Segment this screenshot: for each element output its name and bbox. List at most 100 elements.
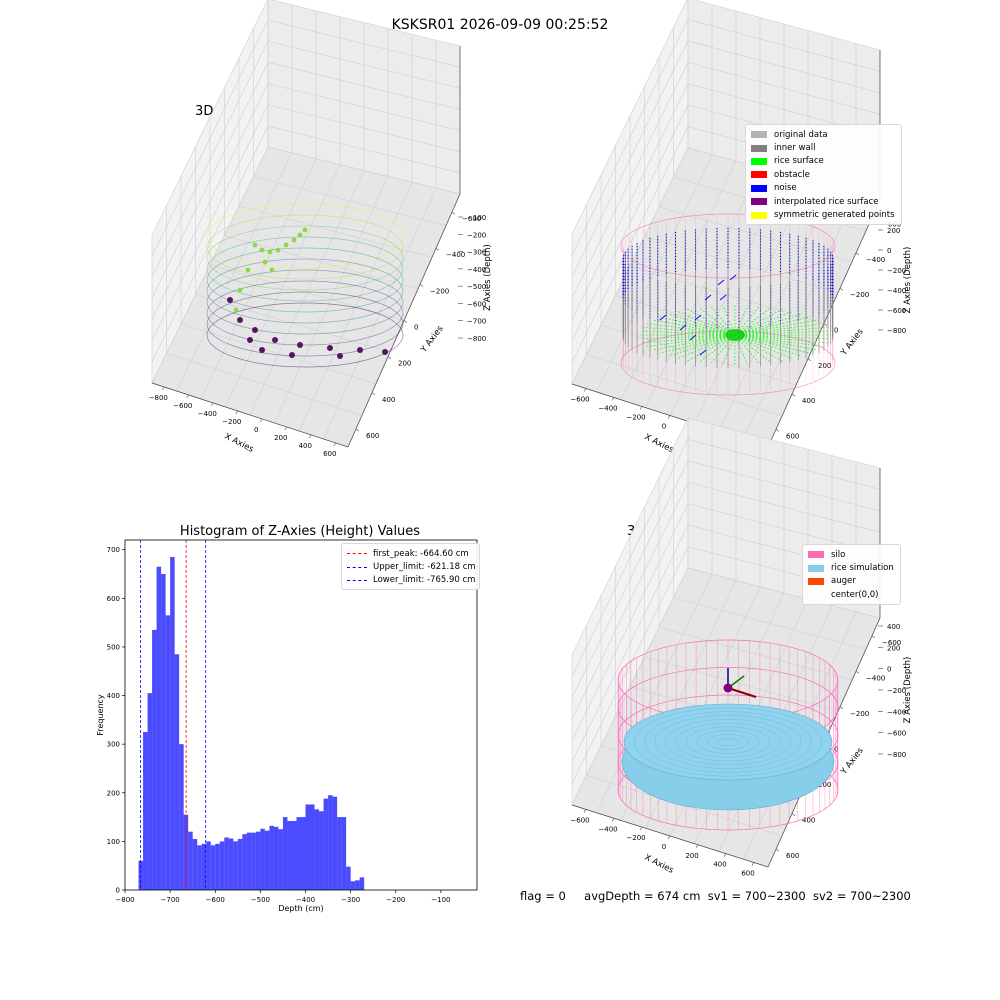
- raw-z-tick-label: −200: [467, 231, 486, 239]
- simulation-y-tick-label: 200: [818, 781, 831, 789]
- legend-item: inner wall: [751, 141, 895, 154]
- classify-legend: original data inner wall rice surface obsta…: [745, 124, 902, 225]
- raw-floor-point: [357, 347, 363, 353]
- simulation-rice-mesh: [675, 722, 781, 762]
- simulation-center-marker: [723, 683, 733, 693]
- classify-rice-surface-spoke: [734, 334, 760, 365]
- classify-noise-point: [704, 294, 712, 301]
- classify-y-tick: [807, 358, 812, 362]
- classify-x-tick-label: −200: [626, 414, 645, 422]
- histogram-bar: [156, 566, 162, 890]
- classify-rice-surface-spoke: [710, 305, 736, 336]
- legend-swatch: [808, 551, 824, 559]
- histogram-bar: [310, 804, 315, 890]
- histogram-bar: [305, 804, 311, 890]
- classify-rice-center: [725, 329, 745, 341]
- raw-height-grid: [151, 125, 461, 363]
- classify-rice-surface-spoke: [734, 305, 760, 336]
- raw-x-tick-label: −600: [173, 402, 192, 410]
- classify-x-tick: [611, 397, 615, 401]
- classify-point-cloud: [620, 213, 836, 396]
- legend-label: obstacle: [774, 169, 810, 180]
- classify-y-tick: [775, 429, 780, 432]
- classify-z-tick-label: 200: [887, 227, 900, 235]
- raw-ring: [206, 225, 404, 291]
- raw-floor-point: [382, 349, 388, 355]
- raw-floor-grid: [298, 182, 413, 432]
- histogram-bar: [319, 811, 324, 890]
- legend-item: auger: [808, 575, 894, 588]
- classify-y-tick-label: 0: [834, 327, 838, 335]
- classify-rice-surface-spoke: [734, 313, 803, 336]
- simulation-y-tick-label: −400: [866, 674, 885, 682]
- simulation-y-label: Y Axies: [839, 746, 866, 778]
- classify-y-tick-label: 200: [818, 362, 831, 370]
- histogram-bar: [228, 838, 234, 890]
- legend-swatch: [808, 591, 824, 599]
- histogram-x-label: Depth (cm): [278, 904, 323, 913]
- raw-y-tick: [419, 284, 424, 287]
- histogram-y-tick-label: 600: [107, 595, 120, 603]
- raw-base-edges: [151, 193, 461, 448]
- legend-item: silo: [808, 548, 894, 561]
- raw-point-cloud: [205, 200, 405, 379]
- simulation-y-tick: [839, 706, 844, 710]
- simulation-rice-mesh: [717, 738, 739, 746]
- simulation-y-tick-label: −200: [850, 710, 869, 718]
- classify-noise-point: [729, 274, 737, 281]
- status-line: flag = 0 avgDepth = 674 cm sv1 = 700~230…: [520, 889, 911, 903]
- simulation-rice-mesh: [707, 734, 749, 750]
- raw-y-label: Y Axies: [419, 324, 446, 356]
- histogram-bar: [215, 843, 220, 890]
- raw-ring: [206, 203, 404, 269]
- legend-item: symmetric generated points: [751, 208, 895, 221]
- simulation-z-tick-label: 400: [887, 623, 900, 631]
- histogram-bar: [251, 832, 256, 890]
- classify-noise-point: [679, 324, 687, 331]
- classify-rice-surface-spoke: [734, 323, 823, 336]
- classify-rice-surface-spoke: [667, 334, 736, 357]
- simulation-x-tick: [639, 826, 643, 831]
- histogram-bar: [359, 877, 365, 890]
- histogram-bar: [350, 881, 356, 890]
- histogram-x-tick-label: −700: [161, 896, 180, 904]
- raw-x-tick-label: −400: [198, 410, 217, 418]
- simulation-rice-mesh: [696, 730, 760, 754]
- raw-height-grid: [151, 104, 461, 341]
- legend-label: Lower_limit: -765.90 cm: [373, 575, 476, 586]
- raw-height-grid: [151, 146, 461, 384]
- histogram-bar: [337, 817, 342, 890]
- raw-x-tick-label: 600: [323, 450, 336, 458]
- simulation-x-tick-label: −200: [626, 834, 645, 842]
- classify-rice-surface-spoke: [647, 334, 736, 347]
- simulation-height-grid: [571, 503, 881, 741]
- legend-label: auger: [831, 576, 856, 587]
- raw-y-tick: [371, 392, 376, 396]
- classify-noise-point: [689, 334, 697, 341]
- histogram-x-tick-label: −200: [386, 896, 405, 904]
- classify-rice-surface-spoke: [734, 334, 803, 357]
- histogram-bar: [287, 820, 292, 890]
- histogram-y-tick-label: 400: [107, 692, 120, 700]
- raw-pile-point: [245, 267, 251, 273]
- histogram-bar: [197, 845, 202, 890]
- classify-rice-surface-spoke: [659, 316, 736, 336]
- classify-rice-surface-spoke: [734, 334, 823, 347]
- legend-swatch: [347, 579, 367, 581]
- status-sv2: sv2 = 700~2300: [812, 889, 911, 903]
- raw-x-label: X Axies: [223, 432, 256, 455]
- histogram-bar: [246, 832, 252, 890]
- raw-y-tick: [387, 356, 392, 359]
- raw-y-tick: [355, 428, 360, 432]
- simulation-z-tick-label: −400: [887, 708, 906, 716]
- simulation-z-label: Z Axies (Depth): [903, 657, 913, 724]
- simulation-floor-grid: [658, 626, 853, 681]
- raw-z-label: Z Axies (Depth): [483, 244, 493, 311]
- histogram-bar: [224, 837, 229, 890]
- status-avg-depth: avgDepth = 674 cm: [584, 889, 701, 903]
- simulation-y-tick: [791, 813, 796, 816]
- histogram-y-tick-label: 100: [107, 838, 120, 846]
- legend-swatch: [347, 553, 367, 555]
- classify-x-tick-label: −600: [570, 396, 589, 404]
- simulation-x-label: X Axies: [643, 853, 676, 876]
